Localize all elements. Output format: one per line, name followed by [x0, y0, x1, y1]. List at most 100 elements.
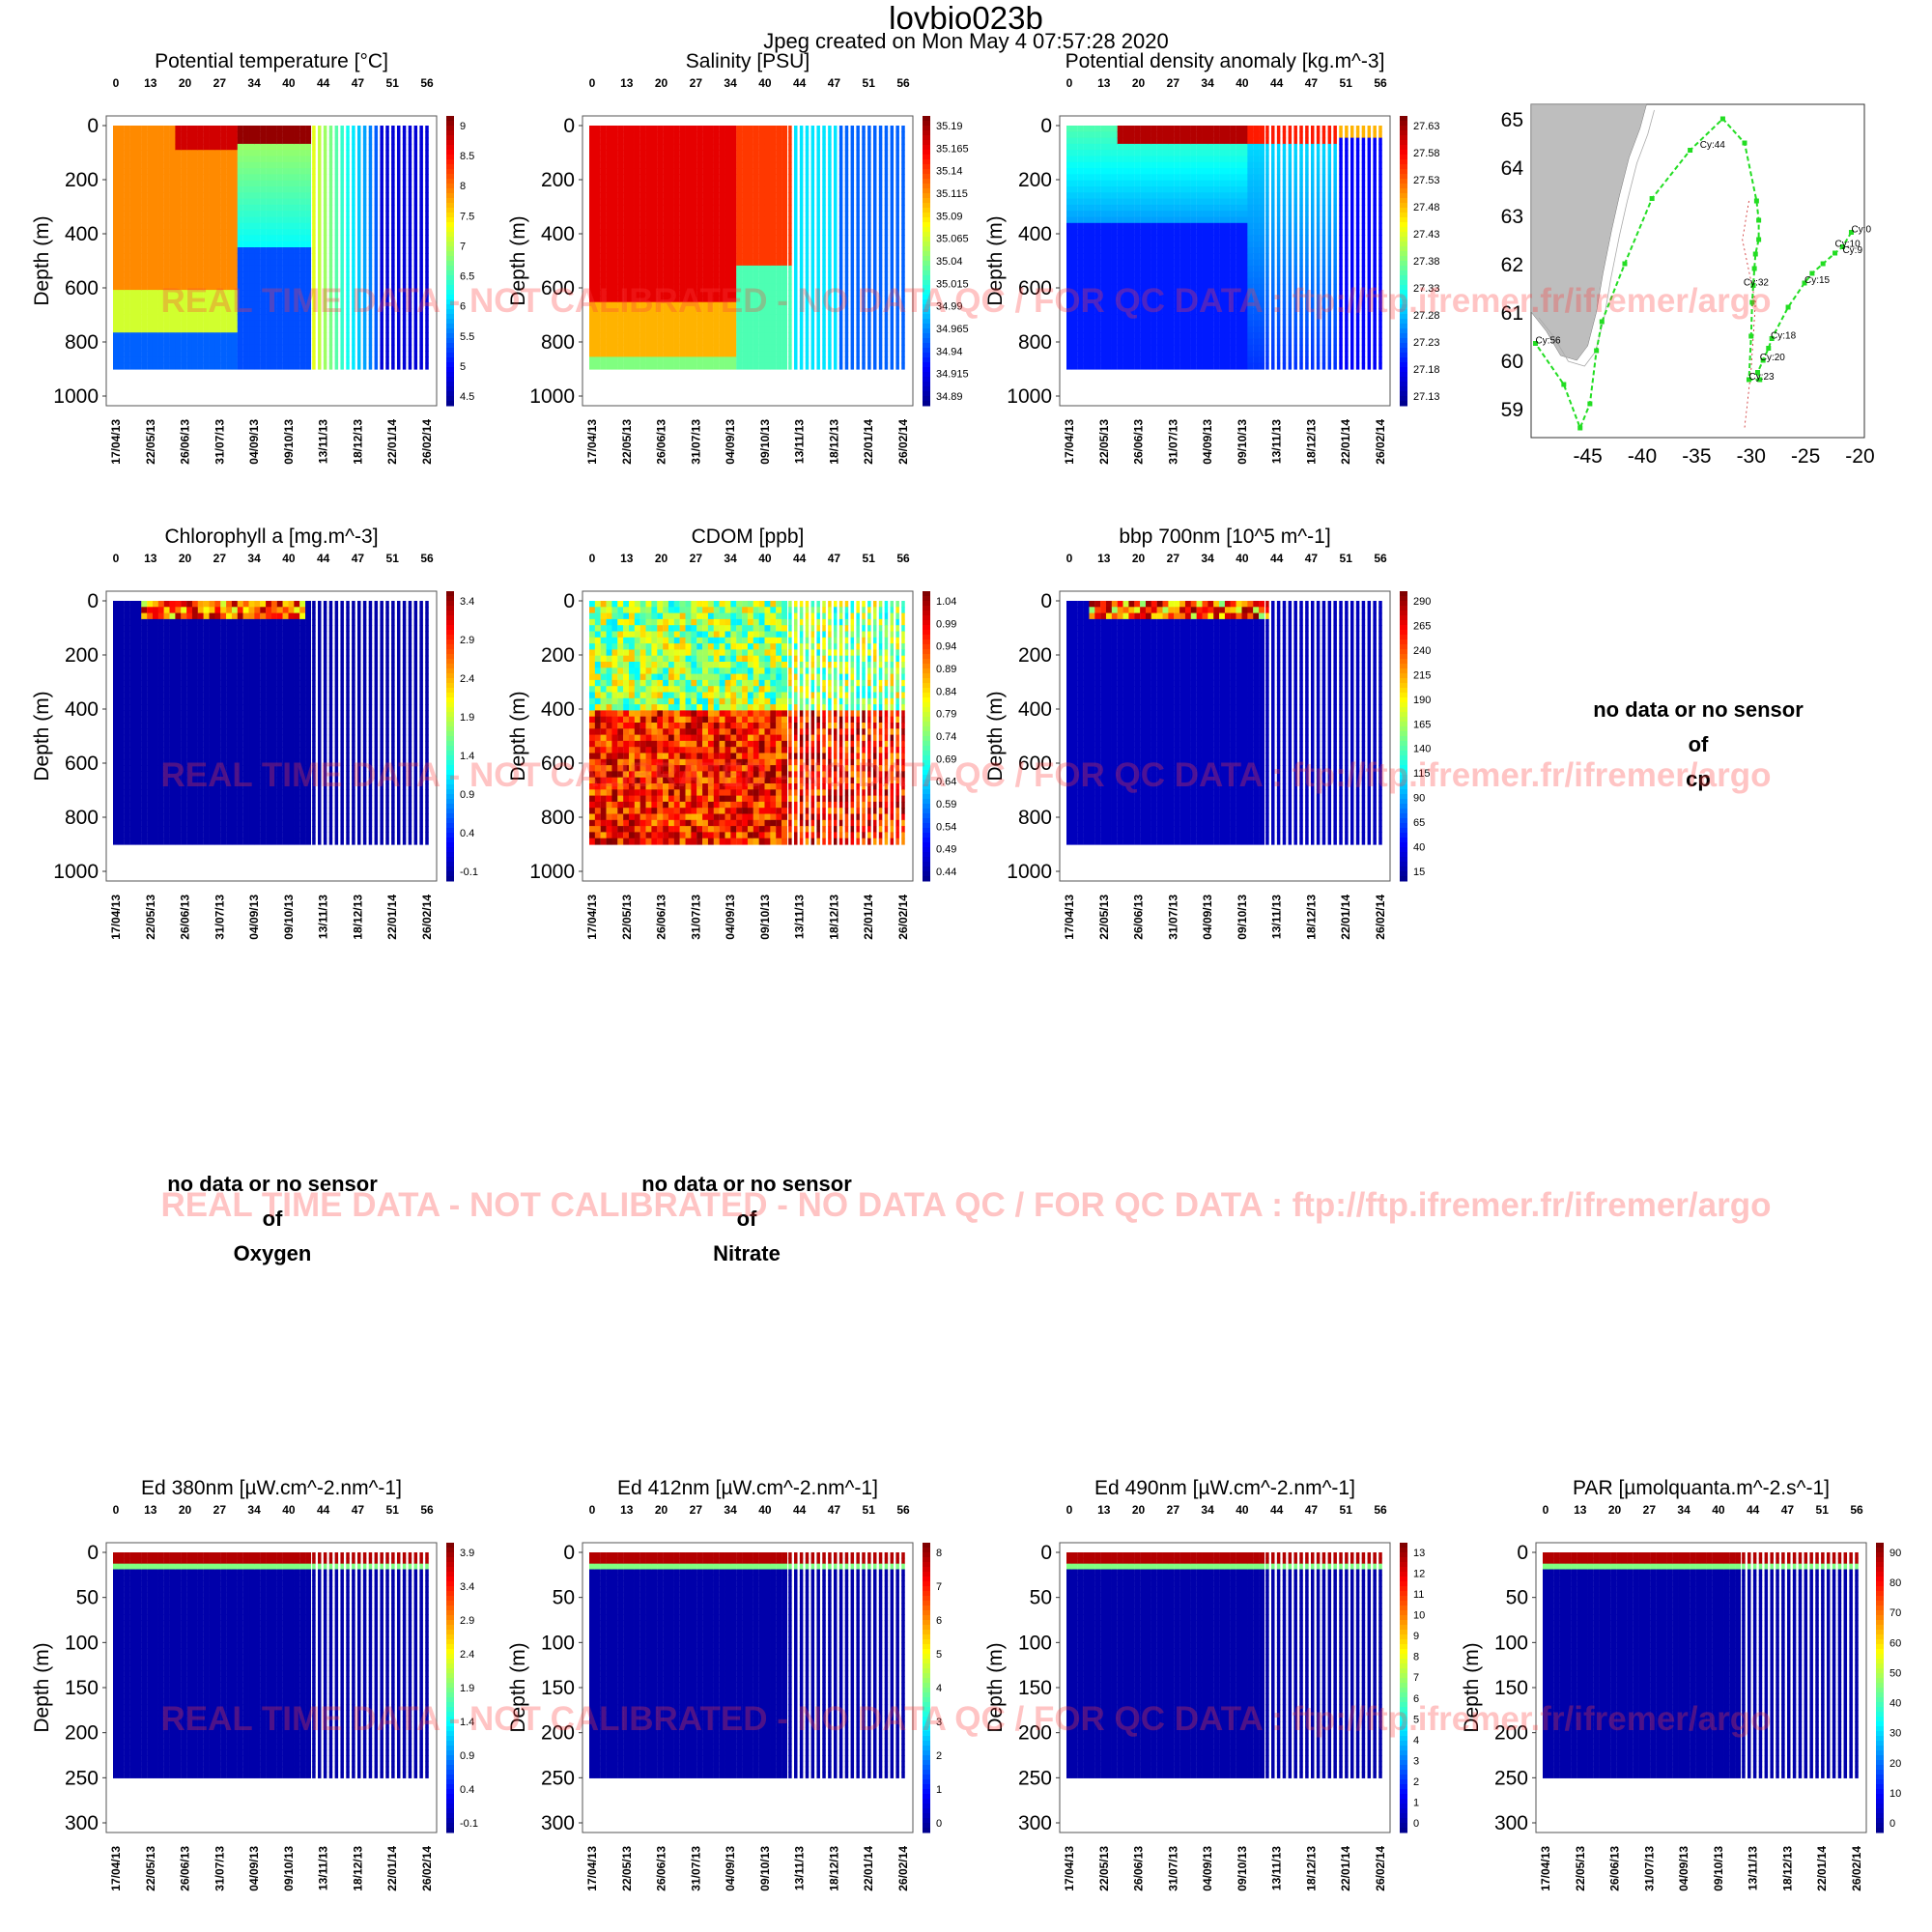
profile-cell [152, 235, 158, 242]
profile-cell [702, 332, 709, 340]
profile-cell [413, 301, 418, 309]
profile-cell [419, 211, 423, 218]
profile-cell [850, 296, 855, 303]
profile-cell [276, 204, 283, 212]
y-tick: 600 [541, 277, 575, 299]
profile-cell [260, 308, 267, 315]
profile-cell [163, 290, 170, 297]
profile-cell [639, 362, 646, 370]
profile-cell [611, 259, 618, 267]
profile-cell [794, 314, 798, 322]
profile-cell [288, 235, 295, 242]
profile-cell [163, 192, 170, 200]
profile-cell [254, 180, 261, 187]
profile-cell [828, 137, 832, 145]
profile-cell [1089, 186, 1095, 193]
profile-cell [730, 229, 737, 236]
profile-cell [794, 362, 798, 370]
profile-cell [141, 253, 148, 261]
profile-cell [312, 356, 316, 364]
colorbar-swatch [923, 290, 930, 296]
profile-cell [884, 308, 889, 315]
profile-cell [901, 131, 905, 139]
profile-cell [181, 314, 187, 322]
profile-cell [391, 290, 395, 297]
profile-cell [413, 192, 418, 200]
profile-cell [254, 229, 261, 236]
profile-cell [248, 283, 255, 291]
profile-cell [816, 308, 820, 315]
profile-cell [254, 253, 261, 261]
profile-cell [391, 314, 395, 322]
profile-cell [231, 362, 238, 370]
profile-cell [334, 168, 339, 175]
profile-cell [645, 137, 652, 145]
profile-cell [181, 198, 187, 206]
profile-cell [334, 216, 339, 224]
profile-cell [872, 283, 877, 291]
profile-cell [1077, 222, 1084, 230]
profile-cell [152, 271, 158, 279]
profile-cell [197, 235, 204, 242]
profile-cell [237, 265, 243, 272]
profile-cell [828, 126, 832, 132]
profile-cell [805, 156, 810, 163]
profile-cell [242, 314, 249, 322]
profile-cell [856, 362, 860, 370]
profile-cell [685, 344, 692, 352]
profile-cell [186, 253, 193, 261]
profile-cell [334, 198, 339, 206]
profile-cell [805, 308, 810, 315]
profile-cell [707, 161, 714, 169]
profile-cell [828, 211, 832, 218]
colorbar-swatch [923, 309, 930, 315]
profile-cell [844, 301, 849, 309]
profile-cell [318, 156, 322, 163]
profile-cell [623, 296, 630, 303]
profile-cell [282, 229, 289, 236]
profile-cell [242, 351, 249, 357]
profile-cell [113, 301, 119, 309]
profile-cell [374, 211, 379, 218]
profile-cell [663, 344, 669, 352]
profile-cell [276, 143, 283, 151]
profile-cell [282, 126, 289, 132]
profile-cell [856, 356, 860, 364]
colorbar-swatch [446, 164, 454, 170]
profile-cell [617, 344, 624, 352]
profile-cell [696, 235, 703, 242]
profile-cell [833, 283, 838, 291]
profile-cell [141, 131, 148, 139]
profile-cell [719, 259, 725, 267]
profile-cell [391, 229, 395, 236]
profile-cell [231, 320, 238, 327]
profile-cell [736, 204, 743, 212]
profile-cell [197, 156, 204, 163]
profile-cell [226, 326, 233, 333]
profile-cell [1083, 247, 1090, 254]
profile-cell [623, 229, 630, 236]
colorbar-swatch [446, 184, 454, 189]
profile-cell [810, 338, 815, 346]
profile-cell [380, 277, 384, 285]
profile-cell [186, 211, 193, 218]
profile-cell [651, 362, 658, 370]
profile-cell [867, 131, 871, 139]
colorbar-swatch [923, 261, 930, 267]
profile-cell [135, 320, 142, 327]
profile-cell [209, 332, 215, 340]
profile-cell [294, 204, 300, 212]
profile-cell [248, 362, 255, 370]
profile-cell [1089, 229, 1095, 236]
profile-cell [380, 326, 384, 333]
profile-cell [118, 150, 125, 157]
profile-cell [270, 211, 277, 218]
profile-cell [152, 351, 158, 357]
profile-cell [385, 229, 389, 236]
profile-cell [600, 247, 607, 254]
profile-cell [645, 222, 652, 230]
profile-cell [713, 277, 720, 285]
profile-cell [294, 283, 300, 291]
profile-cell [816, 204, 820, 212]
profile-cell [685, 156, 692, 163]
